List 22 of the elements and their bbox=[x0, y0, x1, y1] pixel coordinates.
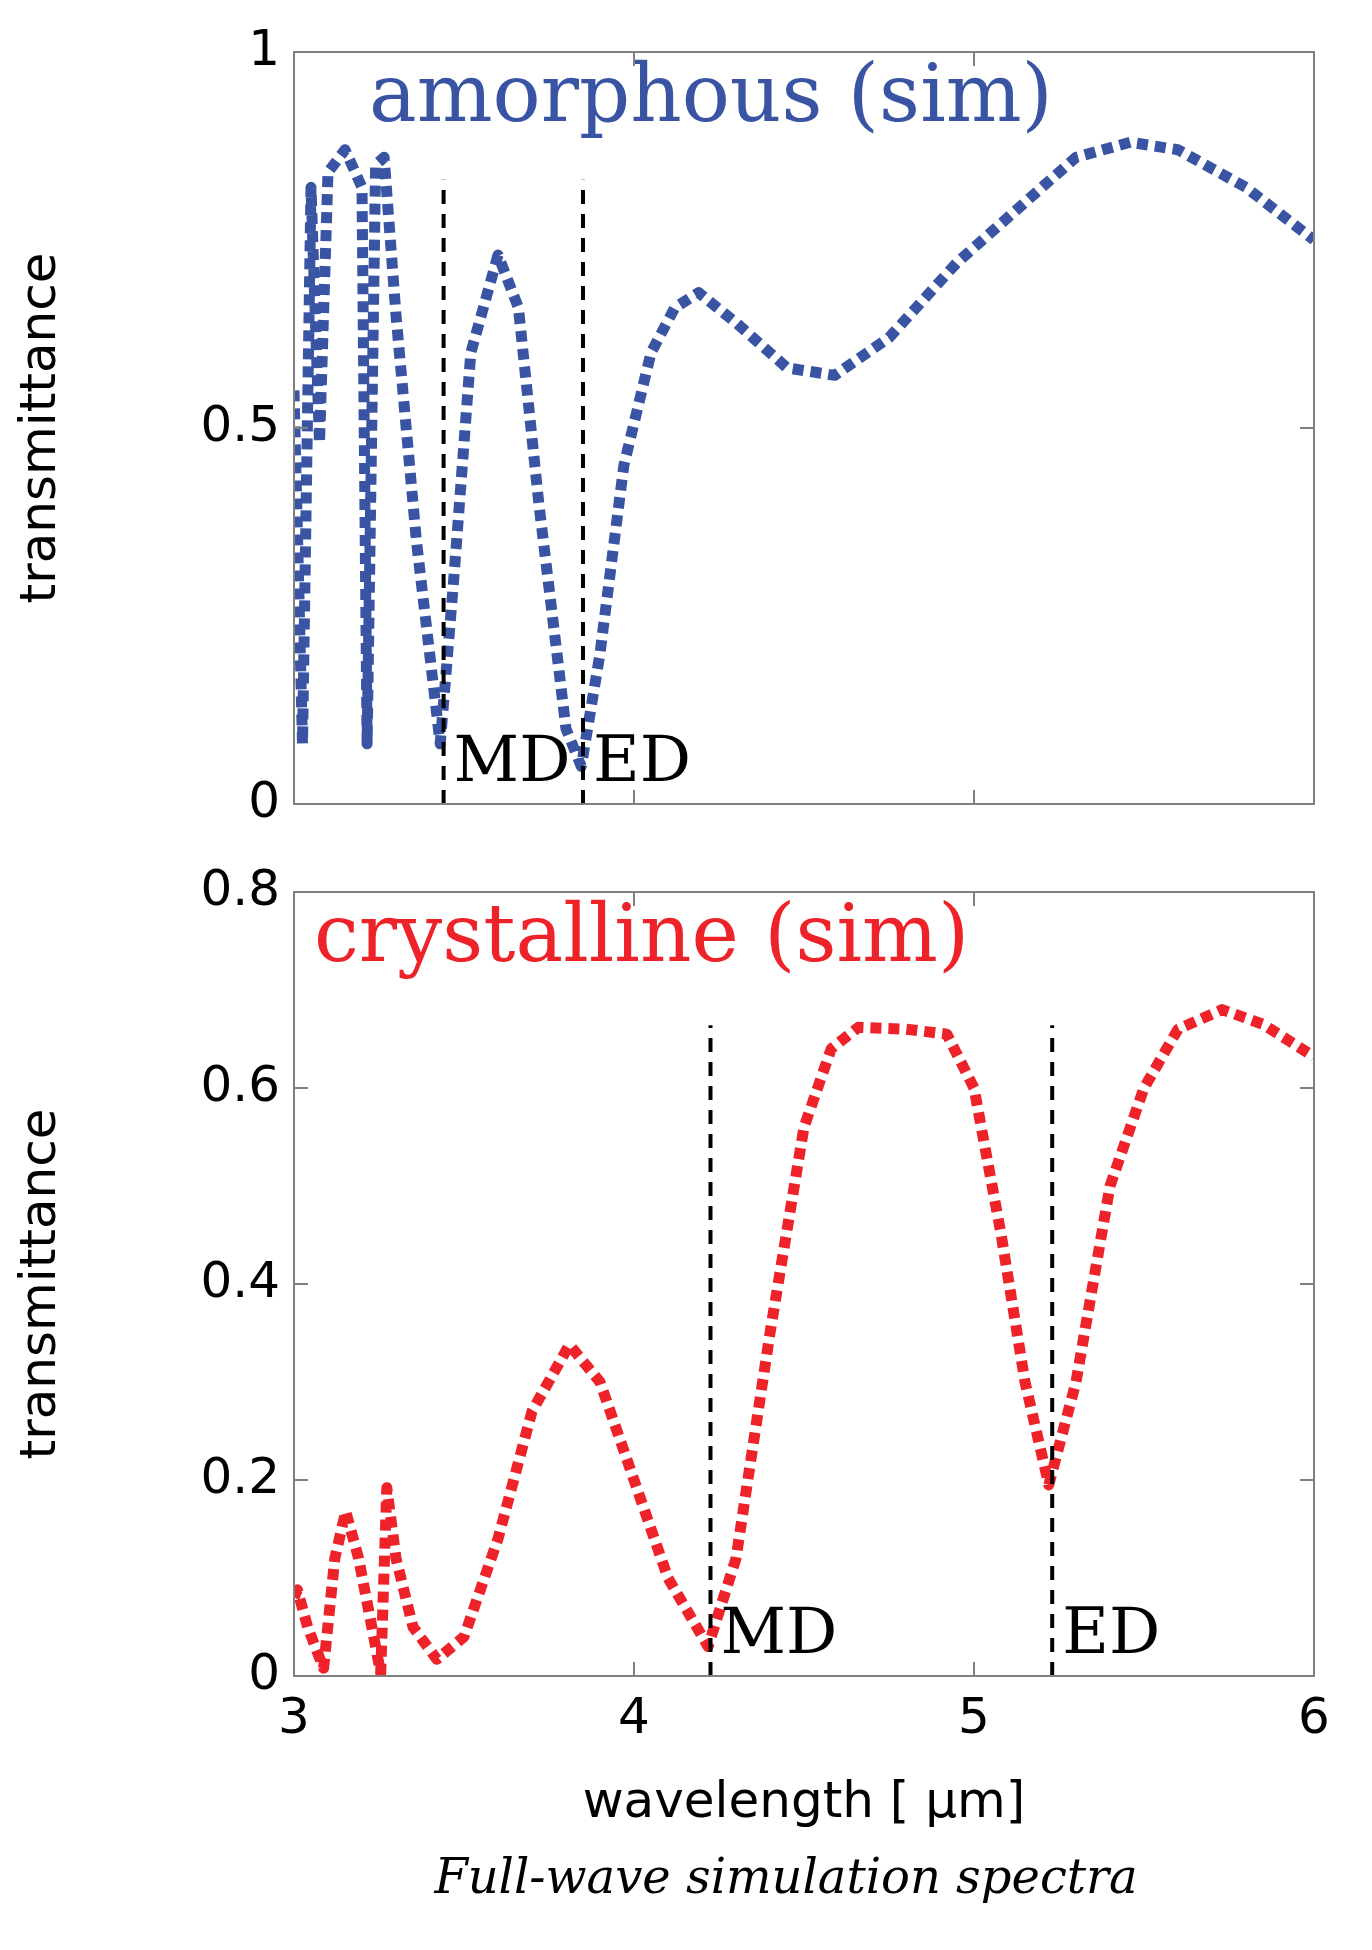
y-tick-label: 0.4 bbox=[200, 1250, 280, 1309]
y-tick-label: 0 bbox=[248, 770, 280, 829]
x-tick-label: 4 bbox=[618, 1686, 650, 1745]
x-tick-label: 3 bbox=[278, 1686, 310, 1745]
y-tick-label: 0.2 bbox=[200, 1446, 280, 1505]
x-tick-label: 5 bbox=[958, 1686, 990, 1745]
y-tick-label: 1 bbox=[248, 18, 280, 77]
ref-line-label: MD bbox=[720, 1593, 838, 1668]
y-tick-label: 0.5 bbox=[200, 394, 280, 453]
y-tick-label: 0.6 bbox=[200, 1054, 280, 1113]
ref-line-label: ED bbox=[1062, 1593, 1161, 1668]
y-axis-title: transmittance bbox=[8, 252, 67, 604]
series-label: crystalline (sim) bbox=[314, 886, 970, 980]
x-axis-title: wavelength [ μm] bbox=[582, 1770, 1026, 1829]
x-tick-label: 6 bbox=[1298, 1686, 1330, 1745]
y-axis-title: transmittance bbox=[8, 1108, 67, 1460]
y-tick-label: 0 bbox=[248, 1642, 280, 1701]
y-tick-label: 0.8 bbox=[200, 858, 280, 917]
ref-line-label: MD bbox=[453, 721, 571, 796]
ref-line-label: ED bbox=[593, 721, 692, 796]
series-label: amorphous (sim) bbox=[369, 46, 1053, 140]
text: Full-wave simulation spectra bbox=[433, 1848, 1139, 1904]
